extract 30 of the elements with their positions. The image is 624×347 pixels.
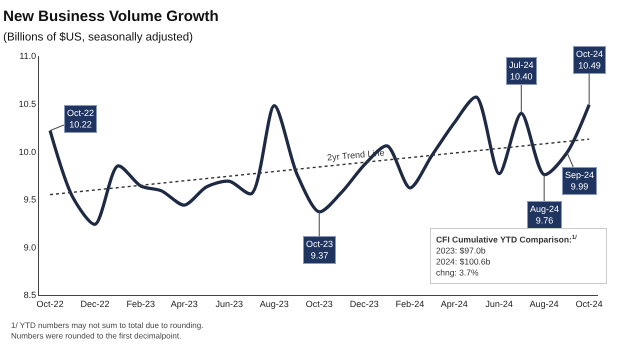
x-tick-label: Oct-23	[306, 298, 333, 309]
x-tick-label: Apr-23	[170, 298, 198, 309]
annotation: Oct-22 10.22	[67, 108, 94, 130]
series-label: 2yr Trend Line	[326, 148, 385, 163]
y-tick-label: 10.0	[18, 146, 36, 157]
annotation: Jul-24 10.40	[509, 60, 534, 82]
y-tick-label: 9.0	[24, 242, 36, 252]
annotation: Sep-24 9.99	[565, 170, 594, 192]
x-tick-label: Jun-24	[485, 298, 513, 309]
text: CFI Cumulative YTD Comparison:$^{1/}$ 2023: $97.0b 2024: $100.6b chng: 3.7%	[436, 234, 577, 278]
chart-subtitle: (Billions of $US, seasonally adjusted)	[3, 31, 194, 44]
x-tick-label: Oct-22	[36, 298, 64, 309]
text: 1/ YTD numbers may not sum to total due to rounding. Numbers were rounded to the first decimalpoint.	[11, 321, 204, 340]
chart-title: New Business Volume Growth	[3, 8, 219, 25]
annotation: Oct-24 10.49	[576, 49, 604, 71]
annotation: Oct-23 9.37	[306, 239, 334, 261]
x-tick-label: Feb-24	[396, 298, 424, 309]
x-tick-label: Apr-24	[440, 298, 468, 309]
x-tick-label: Dec-22	[80, 298, 110, 309]
x-tick-label: Feb-23	[126, 298, 156, 309]
x-tick-label: Dec-23	[350, 298, 379, 309]
x-tick-label: Jun-23	[216, 298, 244, 309]
y-tick-label: 9.5	[24, 194, 36, 205]
x-tick-label: Aug-24	[530, 298, 559, 309]
annotation: Aug-24 9.76	[530, 204, 560, 226]
x-tick-label: Aug-23	[260, 298, 289, 309]
x-tick-label: Oct-24	[576, 298, 603, 309]
y-tick-label: 8.5	[24, 290, 36, 300]
y-tick-label: 10.5	[18, 98, 36, 109]
y-tick-label: 11.0	[19, 51, 36, 62]
